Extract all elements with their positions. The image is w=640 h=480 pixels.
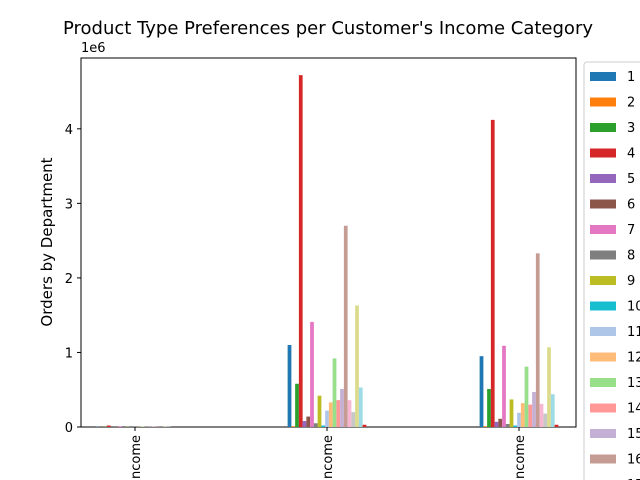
legend-label: 10 <box>627 300 640 315</box>
bar <box>532 391 536 427</box>
bar <box>317 395 322 427</box>
bar <box>336 400 341 427</box>
bar <box>310 321 314 427</box>
legend-label: 1 <box>627 70 635 85</box>
legend-swatch <box>590 301 616 311</box>
bar <box>520 403 525 427</box>
legend-swatch <box>590 97 616 107</box>
bar <box>328 402 333 427</box>
bar <box>543 413 548 427</box>
chart-title: Product Type Preferences per Customer's … <box>63 18 593 39</box>
bar <box>513 425 518 427</box>
legend-swatch <box>590 225 616 234</box>
bar <box>528 404 533 427</box>
legend-label: 16 <box>627 453 640 468</box>
legend-swatch <box>590 276 616 285</box>
bar <box>524 366 529 427</box>
legend-label: 2 <box>627 96 635 111</box>
bar <box>509 399 514 427</box>
legend-swatch <box>590 327 616 336</box>
bar <box>325 410 329 427</box>
x-tick-label: Low income <box>321 435 336 480</box>
legend-swatch <box>590 403 616 413</box>
bar <box>479 356 484 427</box>
legend-swatch <box>590 352 616 362</box>
legend-label: 6 <box>627 198 635 213</box>
legend-label: 13 <box>627 376 640 391</box>
bar <box>106 425 111 427</box>
legend-label: 11 <box>627 325 640 340</box>
bar <box>298 75 303 428</box>
y-offset-label: 1e6 <box>81 41 106 56</box>
bar <box>490 119 495 427</box>
bar <box>340 388 344 427</box>
y-tick-label: 2 <box>65 272 73 287</box>
bar <box>539 403 544 427</box>
y-axis-label: Orders by Department <box>38 157 56 326</box>
legend-label: 14 <box>627 402 640 417</box>
legend-label: 7 <box>627 223 635 238</box>
legend-swatch <box>590 199 616 209</box>
bar <box>321 425 326 427</box>
bar <box>505 424 510 427</box>
legend-swatch <box>590 72 616 81</box>
legend-label: 4 <box>627 147 635 162</box>
bar <box>535 253 540 427</box>
legend-label: 15 <box>627 427 640 442</box>
bar <box>287 345 292 427</box>
legend-label: 5 <box>627 172 635 187</box>
legend-swatch <box>590 148 616 158</box>
bar <box>355 305 359 427</box>
bar <box>295 383 299 427</box>
bar <box>332 358 337 427</box>
legend-label: 3 <box>627 121 635 136</box>
legend-label: 8 <box>627 249 635 264</box>
x-tick-label: High income <box>129 435 144 480</box>
y-tick-label: 1 <box>65 346 73 361</box>
bar <box>362 424 367 427</box>
legend-label: 9 <box>627 274 635 289</box>
y-tick-label: 0 <box>65 421 73 436</box>
bar <box>487 388 491 427</box>
legend-label: 12 <box>627 351 640 366</box>
legend-swatch <box>590 123 616 132</box>
legend-swatch <box>590 454 616 464</box>
plot-frame <box>80 57 577 428</box>
bar <box>498 418 503 427</box>
legend-swatch <box>590 250 616 260</box>
bar <box>554 424 559 427</box>
legend-label: 17 <box>627 478 640 480</box>
bar <box>550 394 555 427</box>
bar <box>358 387 363 427</box>
bar <box>118 426 122 427</box>
x-tick-label: Middle income <box>513 435 528 480</box>
legend-swatch <box>590 429 616 438</box>
bar <box>313 423 318 427</box>
bar <box>291 426 296 427</box>
bar <box>494 421 499 427</box>
bar <box>517 412 521 427</box>
bar <box>483 426 488 427</box>
bar <box>302 421 307 427</box>
bar <box>343 225 348 427</box>
y-tick-label: 3 <box>65 197 73 212</box>
legend-swatch <box>590 378 616 387</box>
bar <box>151 426 156 427</box>
bar <box>347 400 352 427</box>
bar <box>547 347 551 427</box>
bar <box>351 412 356 427</box>
bar <box>306 416 311 427</box>
legend-box <box>583 61 640 480</box>
bar <box>502 345 506 427</box>
y-tick-label: 4 <box>65 123 73 138</box>
legend-swatch <box>590 174 616 183</box>
